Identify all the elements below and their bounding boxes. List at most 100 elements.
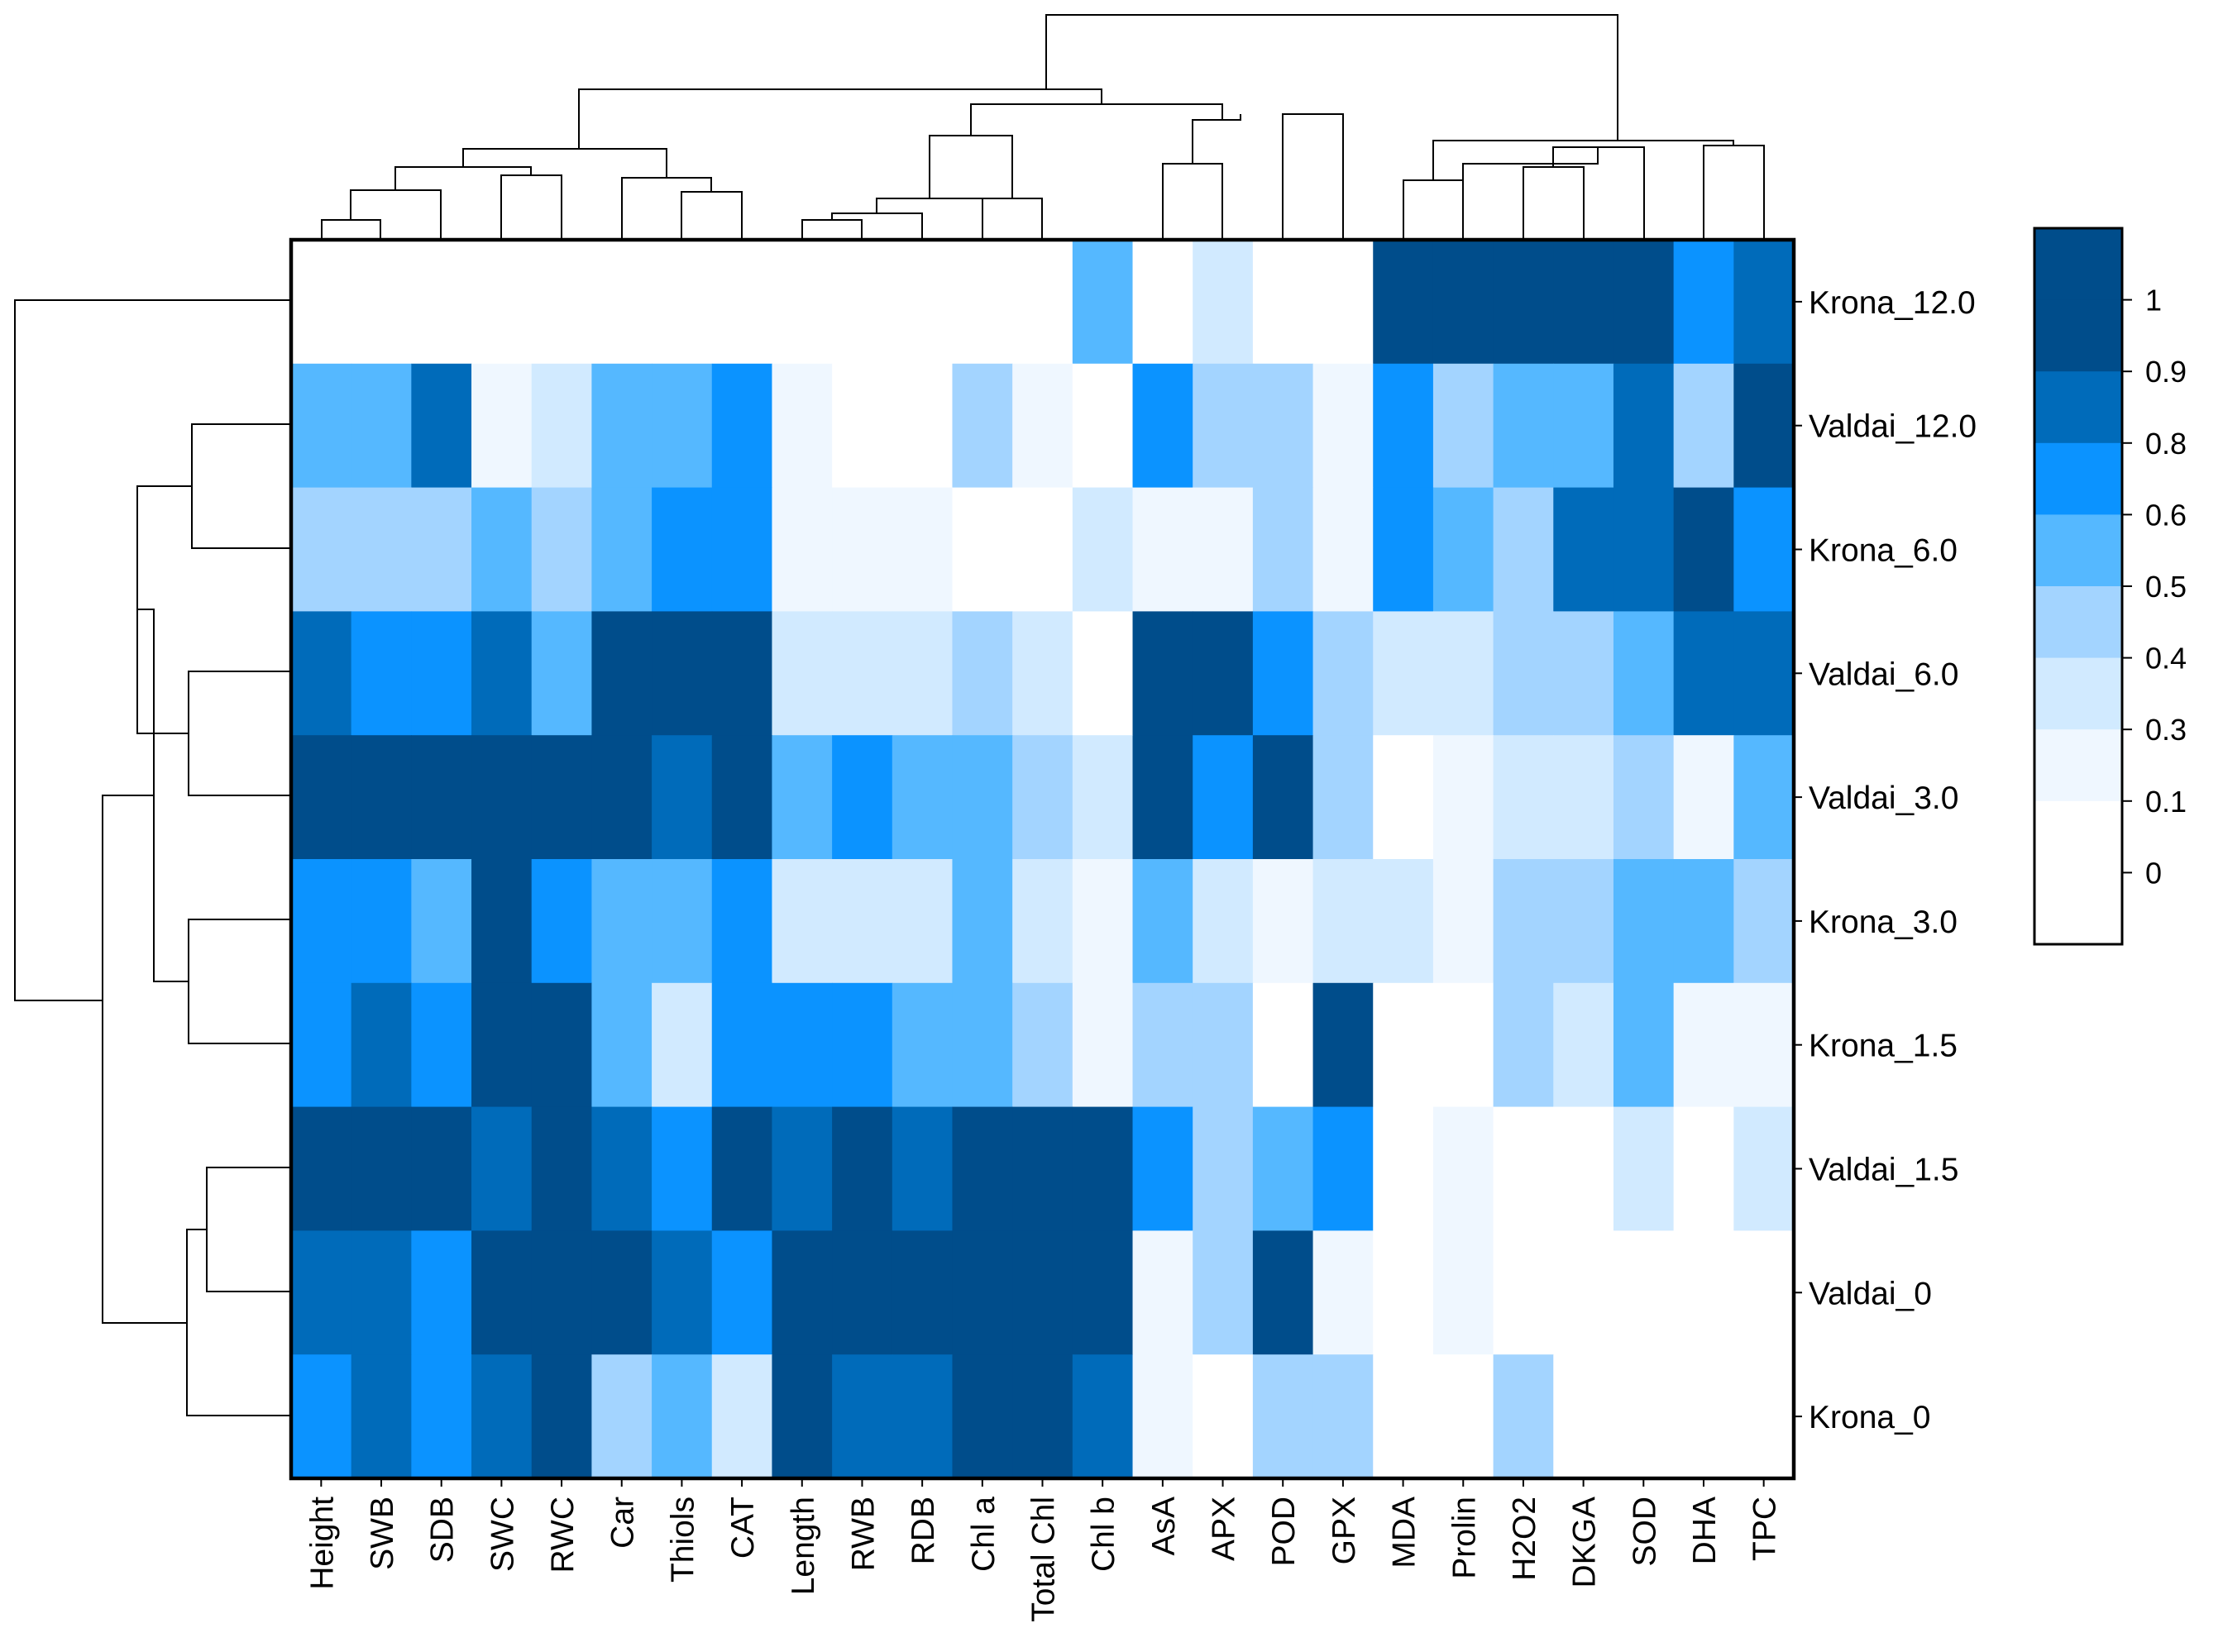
heatmap-cell-Valdai_6.0-AsA [1132, 611, 1193, 736]
heatmap-cell-Krona_6.0-AsA [1132, 487, 1193, 612]
col-dendro-link-g5 [970, 103, 1223, 136]
legend-tick-label: 0.3 [2145, 713, 2187, 747]
heatmap-cell-Krona_1.5-SOD [1613, 982, 1675, 1108]
heatmap-cell-Valdai_0-CAT [711, 1230, 773, 1355]
legend-tick-label: 0.5 [2145, 570, 2187, 604]
column-label: RDB [906, 1497, 941, 1564]
col-dendro-link-pod-gpx [1282, 113, 1344, 240]
heatmap-cell-Krona_1.5-APX [1193, 982, 1254, 1108]
heatmap-cell-Krona_3.0-Chl b [1072, 859, 1134, 984]
heatmap-cell-Valdai_0-H2O2 [1493, 1230, 1554, 1355]
heatmap-cell-Valdai_1.5-DHA [1673, 1106, 1734, 1231]
heatmap-cell-Krona_0-RWC [531, 1354, 592, 1479]
heatmap-cell-Krona_3.0-GPX [1312, 859, 1374, 984]
heatmap-cell-Krona_1.5-SDB [411, 982, 472, 1108]
heatmap-cell-Valdai_12.0-TPC [1733, 363, 1795, 489]
heatmap-cell-Krona_12.0-H2O2 [1493, 240, 1554, 365]
legend-swatch [2034, 657, 2122, 730]
heatmap-cell-Krona_1.5-Total Chl [1012, 982, 1073, 1108]
heatmap-cell-Krona_0-Chl a [952, 1354, 1013, 1479]
column-label: MDA [1387, 1497, 1422, 1568]
heatmap-cell-Krona_0-RWB [832, 1354, 893, 1479]
heatmap-cell-Krona_0-GPX [1312, 1354, 1374, 1479]
heatmap-cell-Krona_12.0-RWB [832, 240, 893, 365]
heatmap-cell-Valdai_6.0-TPC [1733, 611, 1795, 736]
heatmap-cell-Krona_3.0-SWC [471, 859, 533, 984]
heatmap-cell-Valdai_6.0-APX [1193, 611, 1254, 736]
heatmap-cell-Valdai_3.0-SWB [351, 735, 412, 860]
legend-swatch [2034, 729, 2122, 802]
col-dendro-link-g6 [578, 88, 1102, 149]
heatmap-cell-Valdai_1.5-Chl a [952, 1106, 1013, 1231]
heatmap-cell-Valdai_12.0-Total Chl [1012, 363, 1073, 489]
col-dendro-link-thiols-cat [681, 191, 743, 240]
heatmap-cell-Valdai_1.5-MDA [1373, 1106, 1434, 1231]
legend-ticks [2122, 298, 2132, 874]
heatmap-cell-Krona_6.0-APX [1193, 487, 1254, 612]
heatmap-cell-Valdai_6.0-SOD [1613, 611, 1675, 736]
heatmap-cell-Valdai_3.0-DKGA [1553, 735, 1614, 860]
heatmap-cell-Valdai_1.5-SDB [411, 1106, 472, 1231]
legend-tick-label: 0.1 [2145, 785, 2187, 819]
heatmap-cell-Valdai_3.0-APX [1193, 735, 1254, 860]
heatmap-cell-Valdai_3.0-RDB [892, 735, 954, 860]
col-dendro-link-car [621, 177, 712, 240]
heatmap-cell-Valdai_6.0-Length [772, 611, 833, 736]
heatmap-cell-Valdai_12.0-POD [1252, 363, 1314, 489]
column-label: AsA [1146, 1497, 1182, 1556]
legend-swatch [2034, 872, 2122, 945]
heatmap-cells [291, 240, 1795, 1479]
heatmap-cell-Krona_3.0-TPC [1733, 859, 1795, 984]
heatmap-cell-Valdai_1.5-SWB [351, 1106, 412, 1231]
column-label: GPX [1327, 1497, 1362, 1564]
row-label: Valdai_3.0 [1809, 781, 1958, 816]
heatmap-cell-Krona_6.0-SWC [471, 487, 533, 612]
heatmap-cell-Valdai_0-SWC [471, 1230, 533, 1355]
heatmap-cell-Valdai_0-Car [591, 1230, 653, 1355]
heatmap-cell-Valdai_12.0-SDB [411, 363, 472, 489]
heatmap-cell-Krona_3.0-POD [1252, 859, 1314, 984]
heatmap-cell-Valdai_6.0-RWC [531, 611, 592, 736]
heatmap-cell-Krona_3.0-APX [1193, 859, 1254, 984]
heatmap-cell-Valdai_6.0-Total Chl [1012, 611, 1073, 736]
heatmap-cell-Krona_3.0-Thiols [652, 859, 713, 984]
heatmap-cell-Krona_3.0-DHA [1673, 859, 1734, 984]
heatmap-cell-Valdai_3.0-DHA [1673, 735, 1734, 860]
heatmap-cell-Krona_3.0-Length [772, 859, 833, 984]
heatmap-cell-Krona_12.0-DKGA [1553, 240, 1614, 365]
legend-tick-label: 0.6 [2145, 498, 2187, 532]
heatmap-cell-Krona_12.0-SWB [351, 240, 412, 365]
heatmap-cell-Valdai_1.5-RDB [892, 1106, 954, 1231]
heatmap-cell-Krona_6.0-SWB [351, 487, 412, 612]
heatmap-cell-Krona_3.0-Total Chl [1012, 859, 1073, 984]
col-dendro-link-g3 [929, 135, 1013, 198]
heatmap-cell-Krona_0-Prolin [1432, 1354, 1494, 1479]
heatmap-cell-Krona_1.5-CAT [711, 982, 773, 1108]
heatmap-cell-Krona_1.5-SWC [471, 982, 533, 1108]
heatmap-cell-Valdai_0-RWC [531, 1230, 592, 1355]
heatmap-cell-Krona_3.0-SWB [351, 859, 412, 984]
column-label: CAT [725, 1497, 761, 1559]
legend-tick-label: 0 [2145, 856, 2162, 890]
heatmap-cell-Valdai_6.0-MDA [1373, 611, 1434, 736]
heatmap-cell-Krona_0-DHA [1673, 1354, 1734, 1479]
heatmap-cell-Krona_6.0-GPX [1312, 487, 1374, 612]
column-label: DKGA [1567, 1497, 1603, 1588]
heatmap-cell-Valdai_3.0-Length [772, 735, 833, 860]
heatmap-cell-Valdai_1.5-RWB [832, 1106, 893, 1231]
col-dendro-link-root [1045, 14, 1618, 141]
heatmap-cell-Valdai_12.0-Chl a [952, 363, 1013, 489]
heatmap-cell-Valdai_12.0-Thiols [652, 363, 713, 489]
heatmap-cell-Valdai_12.0-RWC [531, 363, 592, 489]
heatmap-cell-Valdai_3.0-RWB [832, 735, 893, 860]
heatmap-cell-Valdai_12.0-SWB [351, 363, 412, 489]
column-label: TPC [1747, 1497, 1783, 1561]
heatmap-cell-Valdai_0-Chl a [952, 1230, 1013, 1355]
heatmap-cell-Krona_12.0-POD [1252, 240, 1314, 365]
row-label: Krona_1.5 [1809, 1029, 1958, 1064]
row-label: Krona_0 [1809, 1400, 1930, 1435]
column-ticks [320, 1478, 1765, 1487]
heatmap-cell-Krona_6.0-Thiols [652, 487, 713, 612]
heatmap-cell-Krona_12.0-TPC [1733, 240, 1795, 365]
heatmap-cell-Krona_3.0-RWC [531, 859, 592, 984]
